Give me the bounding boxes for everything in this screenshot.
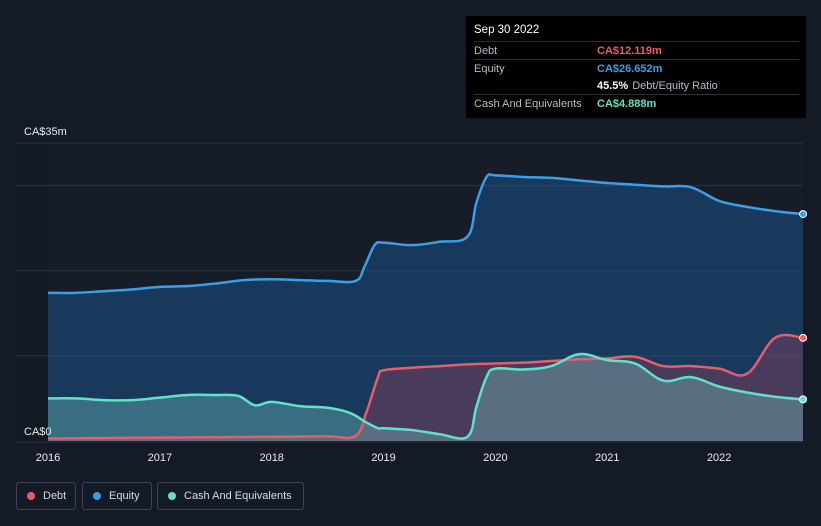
legend-label-cash: Cash And Equivalents xyxy=(184,490,292,502)
debt-line xyxy=(47,333,804,440)
legend-item-cash[interactable]: Cash And Equivalents xyxy=(157,482,304,510)
x-tick-label: 2019 xyxy=(371,452,395,464)
x-axis-ticks: 2016 2017 2018 2019 2020 2021 2022 xyxy=(36,452,732,464)
legend-label-debt: Debt xyxy=(43,490,67,502)
cash-and-equivalents-line xyxy=(47,352,804,440)
equity-end-point xyxy=(799,210,807,219)
tooltip-row-equity: Equity CA$26.652m xyxy=(474,59,799,77)
debt-legend-dot-icon xyxy=(27,492,35,500)
tooltip-value-debt: CA$12.119m xyxy=(597,44,662,57)
x-tick-label: 2022 xyxy=(707,452,731,464)
legend-label-equity: Equity xyxy=(109,490,140,502)
tooltip-date: Sep 30 2022 xyxy=(474,24,540,36)
cash-legend-dot-icon xyxy=(168,492,176,500)
tooltip-label-debt: Debt xyxy=(474,44,498,57)
x-tick-label: 2020 xyxy=(483,452,507,464)
legend-item-debt[interactable]: Debt xyxy=(16,482,76,510)
tooltip-label-cash: Cash And Equivalents xyxy=(474,97,582,110)
tooltip-value-cash: CA$4.888m xyxy=(597,97,657,110)
equity-line xyxy=(47,173,804,295)
y-axis-bottom-label: CA$0 xyxy=(24,426,52,438)
debt-end-point xyxy=(799,333,807,342)
cash-and-equivalents-end-point xyxy=(799,395,807,404)
series-end-points xyxy=(799,210,807,404)
x-tick-label: 2017 xyxy=(148,452,172,464)
tooltip-row-ratio: 45.5% Debt/Equity Ratio xyxy=(474,77,799,94)
x-tick-label: 2021 xyxy=(595,452,619,464)
series-lines xyxy=(47,173,804,440)
plot-area xyxy=(48,143,803,441)
tooltip-row-cash: Cash And Equivalents CA$4.888m xyxy=(474,94,799,112)
tooltip-value-ratio: 45.5% xyxy=(597,79,629,92)
y-axis-top-label: CA$35m xyxy=(24,126,67,138)
equity-legend-dot-icon xyxy=(93,492,101,500)
tooltip-label-equity: Equity xyxy=(474,62,505,75)
x-tick-label: 2018 xyxy=(259,452,283,464)
tooltip-ratio-caption: Debt/Equity Ratio xyxy=(632,79,718,92)
cash-and-equivalents-area xyxy=(48,354,803,441)
equity-area xyxy=(48,174,803,441)
data-tooltip: Sep 30 2022 Debt CA$12.119m Equity CA$26… xyxy=(466,16,806,118)
tooltip-row-debt: Debt CA$12.119m xyxy=(474,41,799,59)
legend-item-equity[interactable]: Equity xyxy=(82,482,152,510)
x-tick-label: 2016 xyxy=(36,452,60,464)
grid-lines xyxy=(16,142,803,443)
tooltip-value-equity: CA$26.652m xyxy=(597,62,663,75)
